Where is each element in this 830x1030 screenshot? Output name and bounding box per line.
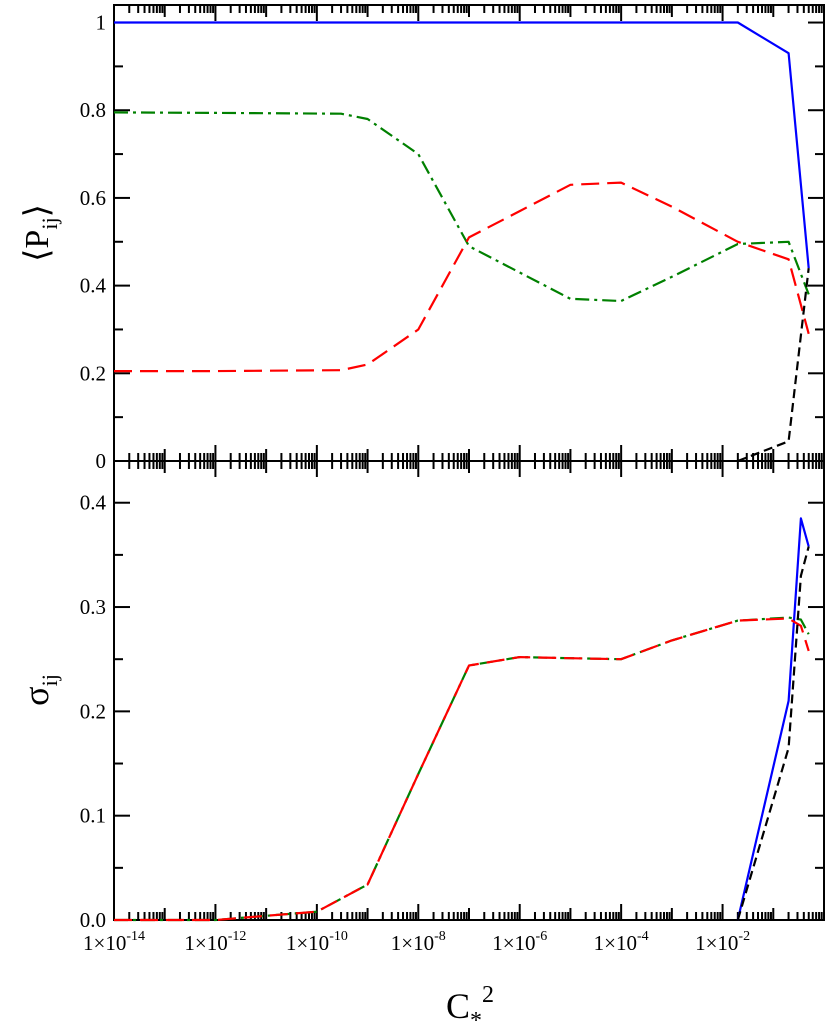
x-axis-title: C*2 [446,982,494,1030]
top-plot-frame [113,4,825,462]
top-y-tick-label: 0 [96,449,107,473]
x-tick-label: 1×10-14 [83,929,145,955]
top-ylabel-close: ⟩ [19,204,56,217]
top-series-line-2 [114,181,810,373]
bottom-plot-frame [113,460,825,921]
top-series-line-0 [114,21,810,269]
bottom-panel-series [114,517,810,922]
bottom-panel-x-tick-labels: 1×10-14 1×10-12 1×10-10 1×10-8 1×10-6 1×10-4 1… [83,929,750,955]
bottom-ylabel-sub: ij [37,674,62,686]
top-panel: 0 0.2 0.4 0.6 0.8 1 ⟨Pij⟩ [19,4,825,473]
top-ylabel-open: ⟨P [19,230,56,262]
bottom-y-axis-title: σij [16,674,62,706]
x-tick-label: 1×10-8 [391,929,446,955]
xlabel-main: C [446,986,470,1026]
top-y-axis-title: ⟨Pij⟩ [19,204,62,262]
x-tick-label: 1×10-10 [286,929,348,955]
top-y-tick-label: 0.6 [80,186,106,210]
bottom-y-tick-label: 0.2 [80,699,106,723]
top-panel-series [113,21,810,463]
bottom-panel-ticks [113,461,825,921]
top-y-tick-label: 0.2 [80,361,106,385]
bottom-series-line-1 [114,616,810,922]
x-tick-label: 1×10-4 [594,929,649,955]
top-panel-y-tick-labels: 0 0.2 0.4 0.6 0.8 1 [80,11,107,473]
bottom-panel-y-tick-labels: 0.0 0.1 0.2 0.3 0.4 [80,491,107,932]
x-tick-label: 1×10-12 [184,929,246,955]
bottom-y-tick-label: 0.4 [80,491,107,515]
bottom-y-tick-label: 0.3 [80,595,106,619]
top-y-tick-label: 0.4 [80,274,107,298]
bottom-y-tick-label: 0.1 [80,804,106,828]
bottom-series-line-3 [736,546,810,921]
bottom-series-line-2 [114,617,810,922]
xlabel-sub: * [470,1008,482,1030]
top-y-tick-label: 0.8 [80,98,106,122]
bottom-series-line-0 [736,517,810,921]
xlabel-sup: 2 [482,982,494,1008]
top-ylabel-sub: ij [37,217,62,229]
bottom-y-tick-label: 0.0 [80,908,106,932]
x-tick-label: 1×10-2 [695,929,750,955]
top-series-line-1 [113,111,810,303]
top-panel-ticks [113,5,825,462]
bottom-panel: 0.00.10.20.30.4 1×10-14 1×10-12 1×10-10 1×1… [16,460,825,1030]
top-series-line-3 [737,267,810,463]
bottom-ylabel-main: σ [16,686,56,705]
x-tick-label: 1×10-6 [492,929,547,955]
top-y-tick-label: 1 [96,11,107,35]
